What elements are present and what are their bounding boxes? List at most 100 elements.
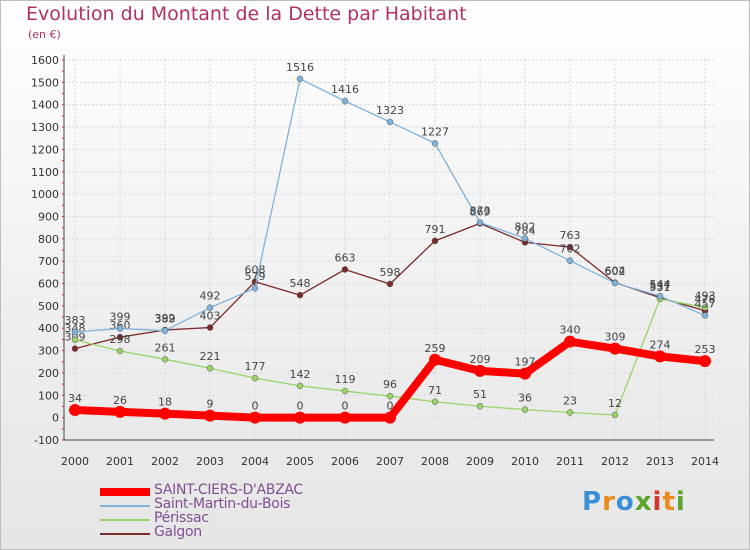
- data-label: 537: [650, 280, 671, 293]
- y-tick-label: 1500: [31, 76, 59, 89]
- data-label: 12: [608, 397, 622, 410]
- data-point: [116, 325, 124, 332]
- x-tick-label: 2002: [151, 455, 179, 468]
- data-point: [386, 280, 394, 288]
- data-point: [476, 219, 484, 226]
- data-point: [609, 342, 621, 355]
- data-label: 492: [200, 290, 221, 303]
- data-point: [159, 407, 171, 420]
- data-label: 340: [560, 324, 581, 337]
- y-tick-label: 200: [38, 367, 59, 380]
- data-point: [116, 333, 124, 341]
- line-chart: -100010020030040050060070080090010001100…: [31, 54, 719, 468]
- data-point: [566, 243, 574, 251]
- data-label: 253: [695, 343, 716, 356]
- y-tick-label: 1600: [31, 54, 59, 67]
- data-label: 663: [335, 251, 356, 264]
- data-point: [206, 304, 214, 311]
- data-label: 608: [245, 264, 266, 277]
- data-label: 763: [560, 229, 581, 242]
- data-label: 389: [155, 313, 176, 326]
- data-label: 403: [200, 310, 221, 323]
- x-tick-label: 2012: [601, 455, 629, 468]
- data-point: [566, 409, 574, 416]
- y-tick-label: 1100: [31, 166, 59, 179]
- data-label: 0: [252, 400, 259, 413]
- data-point: [341, 97, 349, 105]
- data-point: [161, 327, 169, 334]
- data-label: 259: [425, 342, 446, 355]
- data-point: [431, 237, 439, 245]
- y-tick-label: 1200: [31, 143, 59, 156]
- data-point: [431, 398, 439, 406]
- data-point: [296, 75, 304, 83]
- data-label: 604: [605, 265, 626, 278]
- chart-legend: SAINT-CIERS-D'ABZAC Saint-Martin-du-Bois P…: [100, 482, 400, 540]
- data-label: 209: [470, 353, 491, 366]
- data-label: 531: [650, 281, 671, 294]
- data-label: 1516: [286, 61, 314, 74]
- y-tick-label: 1000: [31, 188, 59, 201]
- data-point: [116, 347, 124, 355]
- legend-label: SAINT-CIERS-D'ABZAC: [154, 482, 303, 498]
- data-point: [611, 279, 619, 287]
- data-point: [206, 364, 214, 372]
- data-point: [476, 402, 484, 410]
- legend-swatch: [100, 533, 150, 535]
- data-label: 36: [518, 392, 532, 405]
- x-tick-label: 2013: [646, 455, 674, 468]
- data-label: 0: [342, 400, 349, 413]
- data-label: 26: [113, 394, 127, 407]
- data-label: 119: [335, 373, 356, 386]
- legend-item: Galgon: [100, 524, 400, 540]
- legend-item: Saint-Martin-du-Bois: [100, 496, 400, 512]
- legend-label: Galgon: [154, 524, 202, 540]
- data-label: 702: [560, 243, 581, 256]
- data-label: 298: [110, 333, 131, 346]
- data-label: 457: [695, 297, 716, 310]
- data-label: 392: [155, 312, 176, 325]
- data-point: [654, 350, 666, 363]
- data-label: 221: [200, 350, 221, 363]
- data-point: [566, 257, 574, 264]
- data-point: [206, 324, 214, 331]
- data-label: 493: [695, 289, 716, 302]
- data-label: 261: [155, 341, 176, 354]
- data-label: 309: [605, 331, 626, 344]
- data-label: 399: [110, 310, 131, 323]
- data-point: [341, 387, 349, 395]
- data-label: 784: [515, 224, 536, 237]
- proxiti-logo: Proxiti: [582, 487, 686, 517]
- data-point: [656, 292, 664, 300]
- data-point: [296, 291, 304, 299]
- data-label: 0: [297, 400, 304, 413]
- data-label: 548: [290, 277, 311, 290]
- y-tick-label: 1300: [31, 121, 59, 134]
- data-point: [431, 140, 439, 147]
- x-tick-label: 2004: [241, 455, 269, 468]
- data-point: [339, 411, 351, 424]
- data-label: 598: [380, 266, 401, 279]
- legend-item: SAINT-CIERS-D'ABZAC: [100, 482, 400, 498]
- data-point: [521, 235, 529, 242]
- y-tick-label: -100: [34, 434, 59, 447]
- data-point: [564, 335, 576, 348]
- data-point: [699, 355, 711, 368]
- legend-swatch: [100, 519, 150, 521]
- data-label: 1227: [421, 125, 449, 138]
- data-label: 1416: [331, 83, 359, 96]
- y-tick-label: 300: [38, 345, 59, 358]
- data-label: 869: [470, 205, 491, 218]
- data-label: 383: [65, 314, 86, 327]
- data-point: [519, 367, 531, 380]
- data-label: 177: [245, 360, 266, 373]
- y-tick-label: 800: [38, 233, 59, 246]
- data-point: [71, 336, 79, 344]
- data-label: 23: [563, 395, 577, 408]
- y-tick-label: 0: [52, 412, 59, 425]
- y-tick-label: 700: [38, 255, 59, 268]
- data-label: 478: [695, 293, 716, 306]
- data-label: 34: [68, 392, 82, 405]
- x-tick-label: 2006: [331, 455, 359, 468]
